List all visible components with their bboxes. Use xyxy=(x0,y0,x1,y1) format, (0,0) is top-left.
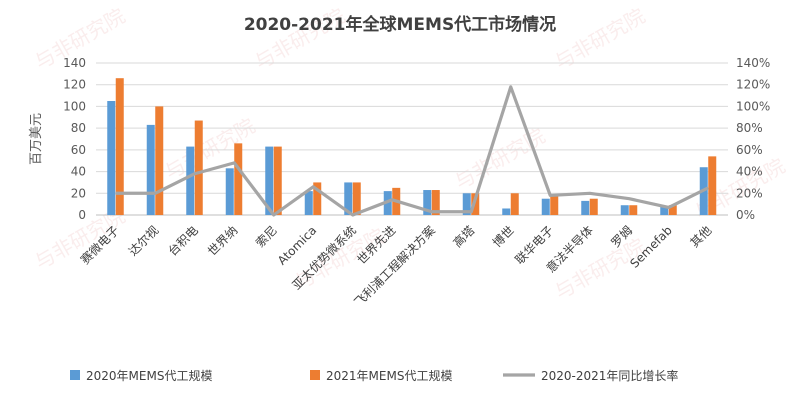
category-label: 高塔 xyxy=(450,223,478,251)
bar-2021 xyxy=(313,182,322,215)
bar-2021 xyxy=(589,198,598,215)
bar-2021 xyxy=(708,156,717,215)
legend-swatch xyxy=(70,370,80,380)
bar-2020 xyxy=(344,182,353,215)
bar-2021 xyxy=(550,195,559,215)
right-tick-label: 80% xyxy=(736,121,763,135)
bar-2021 xyxy=(194,120,203,215)
left-tick-label: 0 xyxy=(78,208,86,222)
bar-2021 xyxy=(629,205,638,215)
bar-2021 xyxy=(510,193,519,215)
category-label: 达尔视 xyxy=(125,223,161,259)
category-label: 博世 xyxy=(489,223,517,251)
legend-label: 2021年MEMS代工规模 xyxy=(326,368,452,383)
left-tick-label: 140 xyxy=(63,56,86,70)
left-tick-label: 60 xyxy=(71,143,86,157)
category-label: 世界纳 xyxy=(205,223,240,258)
legend-label: 2020-2021年同比增长率 xyxy=(541,368,678,383)
right-tick-label: 120% xyxy=(736,78,770,92)
legend: 2020年MEMS代工规模 2021年MEMS代工规模 2020-2021年同比增长… xyxy=(70,368,678,383)
right-tick-label: 20% xyxy=(736,186,763,200)
left-tick-label: 120 xyxy=(63,78,86,92)
category-label: 索尼 xyxy=(253,223,280,250)
bar-2020 xyxy=(225,168,234,215)
right-axis-ticks: 0% 20% 40% 60% 80% 100% 120% 140% xyxy=(736,56,770,222)
left-tick-label: 20 xyxy=(71,186,86,200)
left-tick-label: 40 xyxy=(71,165,86,179)
bar-2021 xyxy=(234,143,243,215)
bar-2021 xyxy=(352,182,361,215)
legend-swatch xyxy=(310,370,320,380)
bar-2021 xyxy=(155,106,164,215)
growth-line-series xyxy=(115,85,709,217)
y-axis-label: 百万美元 xyxy=(29,113,44,165)
bar-2021 xyxy=(115,78,124,215)
bar-2020 xyxy=(265,146,274,215)
left-tick-label: 100 xyxy=(63,99,86,113)
growth-line xyxy=(115,85,709,217)
right-tick-label: 0% xyxy=(736,208,755,222)
bar-series xyxy=(107,78,717,215)
left-tick-label: 80 xyxy=(71,121,86,135)
bar-2020 xyxy=(541,198,550,215)
right-tick-label: 100% xyxy=(736,99,770,113)
right-tick-label: 40% xyxy=(736,165,763,179)
bar-2020 xyxy=(107,101,116,215)
bar-2020 xyxy=(620,205,629,215)
bar-2021 xyxy=(273,146,282,215)
watermark-text: 与非研究院 xyxy=(451,124,550,195)
category-label: 台积电 xyxy=(165,223,201,259)
bar-2020 xyxy=(423,190,432,215)
bar-2020 xyxy=(186,146,195,215)
bar-2020 xyxy=(660,206,669,215)
watermark-text: 与非研究院 xyxy=(551,4,650,75)
right-tick-label: 140% xyxy=(736,56,770,70)
right-tick-label: 60% xyxy=(736,143,763,157)
bar-2020 xyxy=(502,208,511,215)
category-label: 其他 xyxy=(687,223,714,250)
bar-2021 xyxy=(431,190,440,215)
chart-title: 2020-2021年全球MEMS代工市场情况 xyxy=(244,14,556,35)
bar-2020 xyxy=(581,200,590,215)
bar-2020 xyxy=(146,124,155,215)
legend-label: 2020年MEMS代工规模 xyxy=(86,368,212,383)
bar-2021 xyxy=(668,205,677,215)
bar-2020 xyxy=(462,193,471,215)
left-axis-ticks: 0 20 40 60 80 100 120 140 xyxy=(63,56,86,222)
bar-2020 xyxy=(304,191,313,215)
